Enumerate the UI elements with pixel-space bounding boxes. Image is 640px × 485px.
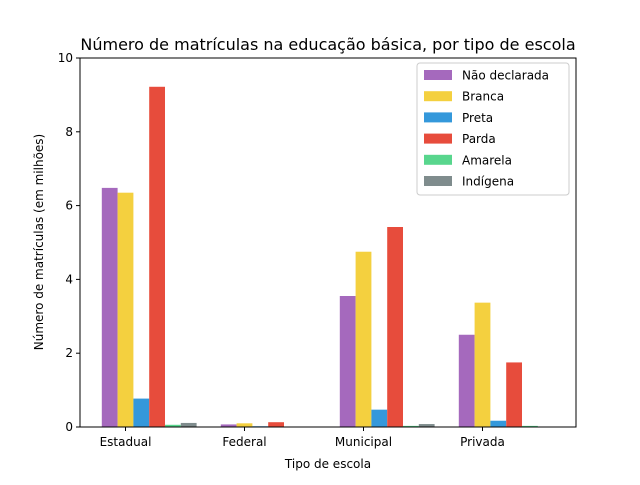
y-tick-label: 8 — [65, 125, 73, 139]
legend-swatch — [424, 70, 452, 80]
y-axis: 0 2 4 6 8 10 — [58, 51, 80, 434]
legend-label: Não declarada — [462, 69, 549, 83]
y-tick-label: 4 — [65, 272, 73, 286]
x-axis-label: Tipo de escola — [284, 457, 371, 471]
legend-label: Branca — [462, 90, 504, 104]
bar — [387, 227, 403, 427]
x-tick-label: Privada — [460, 435, 505, 449]
bar — [356, 252, 372, 427]
legend-swatch — [424, 91, 452, 101]
bar — [237, 423, 253, 427]
bar — [133, 399, 149, 427]
legend-swatch — [424, 155, 452, 165]
bar — [459, 335, 475, 427]
x-tick-label: Estadual — [100, 435, 152, 449]
legend-label: Amarela — [462, 153, 512, 167]
legend: Não declarada Branca Preta Parda Amarela Indí… — [417, 63, 569, 195]
y-tick-label: 10 — [58, 51, 73, 65]
bar — [490, 421, 506, 427]
bar — [102, 188, 118, 427]
bar — [118, 193, 134, 427]
legend-label: Indígena — [462, 175, 514, 189]
y-axis-label: Número de matrículas (em milhões) — [32, 134, 46, 350]
bar — [475, 303, 491, 427]
legend-label: Preta — [462, 111, 493, 125]
y-tick-label: 6 — [65, 199, 73, 213]
bar — [149, 87, 165, 427]
bar — [268, 422, 284, 427]
x-tick-label: Federal — [222, 435, 266, 449]
bar — [340, 296, 356, 427]
x-tick-label: Municipal — [335, 435, 392, 449]
bar — [506, 362, 522, 427]
legend-swatch — [424, 112, 452, 122]
chart-title: Número de matrículas na educação básica,… — [80, 35, 575, 54]
legend-swatch — [424, 176, 452, 186]
legend-swatch — [424, 134, 452, 144]
bar — [371, 410, 387, 427]
y-tick-label: 0 — [65, 420, 73, 434]
x-axis: Estadual Federal Municipal Privada — [100, 427, 505, 449]
bar — [181, 423, 197, 427]
legend-label: Parda — [462, 132, 496, 146]
y-tick-label: 2 — [65, 346, 73, 360]
